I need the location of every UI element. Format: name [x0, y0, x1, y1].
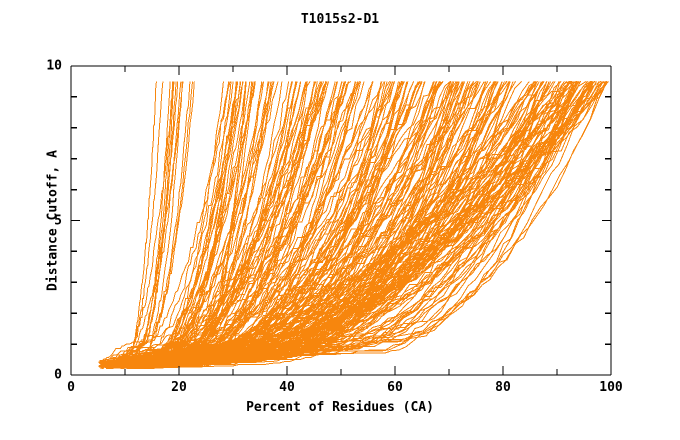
data-curve: [102, 81, 315, 368]
data-curve: [147, 81, 538, 368]
data-curve: [100, 81, 238, 362]
y-tick-label: 10: [46, 58, 62, 74]
x-tick-label: 60: [387, 380, 403, 395]
data-curve: [114, 81, 301, 362]
data-curve: [112, 81, 171, 368]
x-tick-label: 80: [495, 380, 511, 395]
data-curve: [151, 81, 308, 362]
chart-title: T1015s2-D1: [300, 12, 380, 27]
x-axis-label: Percent of Residues (CA): [246, 400, 434, 415]
x-tick-label: 40: [279, 380, 295, 395]
data-curve: [146, 81, 455, 370]
y-tick-label: 5: [54, 213, 62, 228]
axes-frame: [70, 65, 612, 376]
data-curve: [115, 81, 179, 365]
data-curve: [99, 81, 191, 361]
x-tick-label: 0: [67, 380, 75, 395]
y-axis-label: Distance Cutoff, A: [45, 150, 61, 291]
data-curve: [147, 81, 497, 365]
data-curve: [103, 81, 174, 367]
data-curve: [98, 81, 184, 364]
data-curve: [107, 81, 336, 363]
curves-layer: [98, 80, 609, 370]
data-curve: [143, 81, 399, 362]
data-curve: [103, 81, 244, 365]
data-curve: [98, 81, 231, 367]
data-curve: [123, 81, 239, 365]
data-curve: [132, 81, 254, 369]
x-tick-label: 20: [171, 380, 187, 395]
y-tick-label: 0: [54, 367, 62, 383]
data-curve: [131, 81, 458, 368]
x-tick-label: 100: [599, 380, 623, 395]
